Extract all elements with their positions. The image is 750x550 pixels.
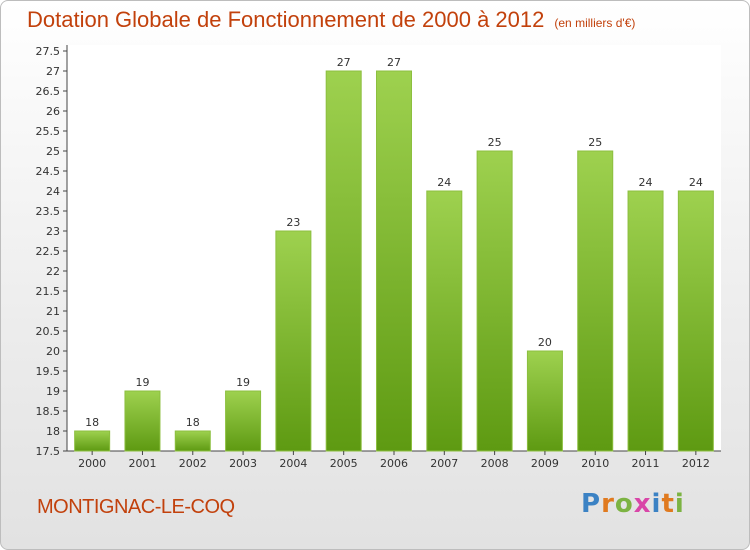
logo-letter: r	[601, 489, 615, 519]
y-tick-label: 27.5	[36, 45, 61, 58]
bar	[74, 430, 111, 452]
logo-letter: i	[674, 489, 685, 519]
bar	[577, 150, 614, 452]
x-tick-label: 2001	[128, 457, 156, 470]
chart-title: Dotation Globale de Fonctionnement de 20…	[27, 7, 635, 33]
data-label: 25	[588, 136, 602, 149]
y-tick-label: 27	[46, 65, 60, 78]
data-label: 27	[387, 56, 401, 69]
y-tick-label: 25	[46, 145, 60, 158]
y-tick-label: 18.5	[36, 405, 61, 418]
x-tick-label: 2002	[179, 457, 207, 470]
y-tick-label: 17.5	[36, 445, 61, 458]
y-tick-label: 21	[46, 305, 60, 318]
y-tick-label: 19	[46, 385, 60, 398]
bar	[275, 230, 312, 452]
x-tick-label: 2012	[682, 457, 710, 470]
y-tick-label: 22.5	[36, 245, 61, 258]
y-tick-label: 24.5	[36, 165, 61, 178]
y-tick-label: 24	[46, 185, 60, 198]
bar	[426, 190, 463, 452]
x-tick-label: 2000	[78, 457, 106, 470]
y-tick-label: 23.5	[36, 205, 61, 218]
data-label: 18	[85, 416, 99, 429]
y-tick-label: 26.5	[36, 85, 61, 98]
logo-letter: o	[614, 489, 634, 519]
data-label: 24	[689, 176, 703, 189]
y-tick-label: 20	[46, 345, 60, 358]
y-tick-label: 26	[46, 105, 60, 118]
y-tick-label: 20.5	[36, 325, 61, 338]
x-tick-label: 2004	[279, 457, 307, 470]
data-label: 24	[437, 176, 451, 189]
bar	[476, 150, 513, 452]
bar	[526, 350, 563, 452]
bar	[225, 390, 262, 452]
data-label: 24	[639, 176, 653, 189]
data-label: 19	[236, 376, 250, 389]
proxiti-logo: Proxiti	[581, 489, 685, 519]
x-tick-label: 2009	[531, 457, 559, 470]
y-tick-label: 22	[46, 265, 60, 278]
x-tick-label: 2007	[430, 457, 458, 470]
data-label: 18	[186, 416, 200, 429]
x-tick-label: 2003	[229, 457, 257, 470]
y-tick-label: 21.5	[36, 285, 61, 298]
logo-letter: i	[651, 489, 662, 519]
bar	[174, 430, 211, 452]
bar	[124, 390, 161, 452]
bar	[325, 70, 362, 452]
bar	[627, 190, 664, 452]
logo-letter: t	[661, 489, 675, 519]
data-label: 20	[538, 336, 552, 349]
logo-letter: P	[581, 489, 602, 519]
x-tick-label: 2008	[481, 457, 509, 470]
unit-note: (en milliers d'€)	[554, 16, 636, 30]
y-tick-label: 25.5	[36, 125, 61, 138]
x-tick-label: 2011	[632, 457, 660, 470]
y-tick-label: 19.5	[36, 365, 61, 378]
bar	[376, 70, 412, 452]
bar	[677, 190, 714, 452]
data-label: 23	[286, 216, 300, 229]
logo-letter: x	[633, 489, 652, 519]
x-tick-label: 2010	[581, 457, 609, 470]
x-tick-label: 2006	[380, 457, 408, 470]
y-tick-label: 18	[46, 425, 60, 438]
title-text: Dotation Globale de Fonctionnement de 20…	[27, 7, 545, 32]
data-label: 19	[135, 376, 149, 389]
x-tick-label: 2005	[330, 457, 358, 470]
data-label: 25	[488, 136, 502, 149]
place-name: MONTIGNAC-LE-COQ	[37, 496, 235, 518]
data-label: 27	[337, 56, 351, 69]
y-tick-label: 23	[46, 225, 60, 238]
